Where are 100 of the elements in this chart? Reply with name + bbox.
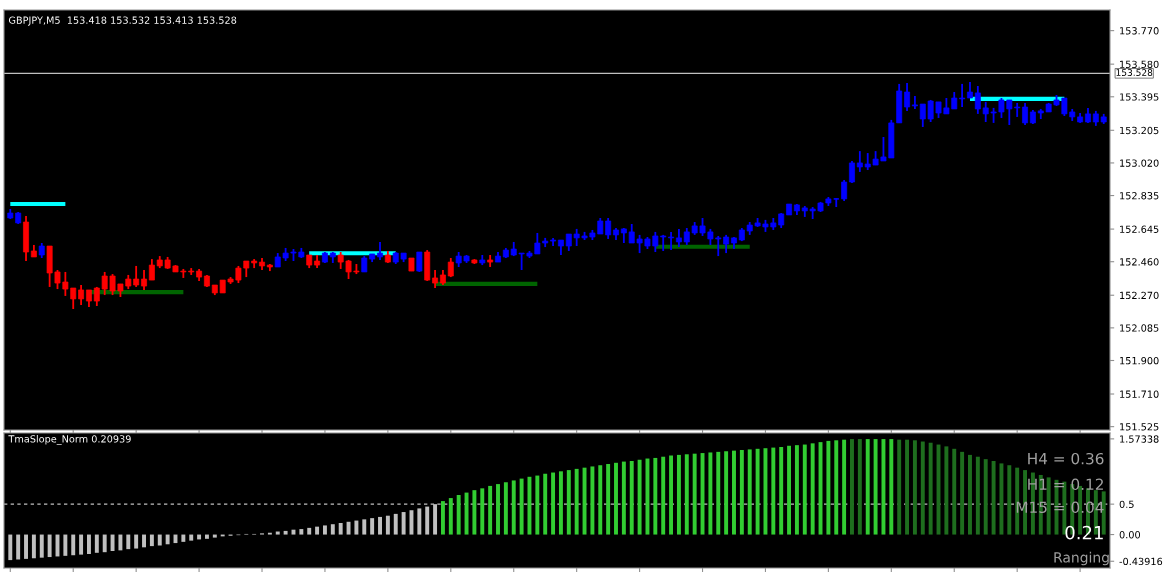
y-tick-label: 152.835 (1120, 192, 1159, 200)
y-tick-label: 153.205 (1120, 126, 1159, 135)
bar (330, 524, 335, 535)
bar (645, 458, 650, 535)
bar (669, 455, 674, 535)
bar (118, 534, 123, 551)
bar (417, 508, 422, 535)
bar (850, 439, 854, 535)
bar (590, 466, 595, 535)
candlestick (550, 236, 557, 247)
bar (692, 453, 697, 535)
y-tick-label: 0.00 (1119, 531, 1141, 539)
y-tick-label: 152.085 (1120, 324, 1159, 332)
bar (920, 441, 925, 535)
bar (637, 459, 642, 535)
bar (897, 439, 902, 535)
bar (716, 451, 721, 535)
bar (983, 459, 988, 535)
bar (810, 443, 815, 535)
bar (991, 460, 996, 535)
bar (94, 534, 99, 553)
bar (165, 534, 170, 545)
bar (354, 520, 359, 535)
bar (676, 454, 681, 535)
bar (905, 439, 910, 535)
bar (928, 442, 933, 535)
bar (157, 534, 162, 546)
bar (16, 534, 21, 560)
bar (661, 456, 666, 535)
bar (86, 534, 91, 555)
bar (614, 462, 618, 535)
y-tick-label: 152.270 (1120, 291, 1159, 300)
bar (338, 523, 343, 535)
bar (857, 439, 862, 535)
y-tick-label: 153.395 (1120, 93, 1159, 101)
bar (1046, 477, 1051, 535)
bar (378, 516, 382, 535)
bar (739, 450, 744, 535)
bar (142, 534, 146, 548)
bar (787, 445, 792, 535)
bar (763, 448, 768, 535)
bar (999, 463, 1004, 535)
bar (275, 531, 280, 535)
bar (952, 448, 957, 535)
bar (401, 512, 406, 535)
bar (779, 446, 784, 535)
y-tick-label: 1.57338 (1120, 435, 1159, 443)
bar (346, 521, 351, 535)
bar (126, 534, 131, 550)
bar (834, 440, 839, 535)
bar (960, 451, 965, 535)
candlestick (959, 83, 966, 108)
bar (385, 515, 390, 535)
candlestick (786, 203, 792, 216)
bar (842, 439, 847, 535)
bar (566, 470, 571, 535)
bar (606, 464, 611, 535)
bar (63, 534, 68, 556)
bar (653, 457, 658, 535)
bar (684, 454, 689, 535)
bar (8, 534, 13, 561)
chart-title: TmaSlope_Norm 0.20939 (8, 435, 131, 445)
bar (79, 534, 84, 555)
bar (448, 498, 453, 535)
bar (975, 456, 980, 535)
bar (149, 534, 154, 547)
bar (204, 534, 209, 539)
bar (393, 513, 398, 535)
bar (621, 461, 626, 535)
bar (708, 452, 713, 535)
bar (503, 482, 508, 535)
y-tick-label: 0.5 (1119, 500, 1134, 508)
bar (212, 534, 217, 538)
bar (944, 446, 949, 535)
bar (47, 534, 52, 558)
bar (519, 478, 524, 535)
bar (362, 519, 367, 535)
y-tick-label: 151.525 (1120, 423, 1159, 431)
bar (456, 495, 461, 535)
bar (873, 439, 878, 535)
bar (558, 471, 563, 535)
bar (574, 468, 579, 535)
bar (134, 534, 139, 549)
bar (1007, 465, 1012, 535)
bar (794, 445, 799, 535)
y-tick-label: 153.770 (1120, 27, 1159, 35)
bar (732, 450, 736, 535)
bar (543, 473, 548, 535)
y-tick-label: 151.900 (1120, 356, 1159, 365)
candlestick (479, 254, 486, 266)
bar (496, 484, 500, 535)
bar (724, 451, 729, 535)
annotation: H4 = 0.36 (1028, 452, 1104, 465)
bar (425, 506, 430, 535)
bar (912, 440, 917, 535)
bar (747, 449, 752, 535)
bar (71, 534, 76, 556)
candlestick (259, 257, 265, 271)
bar (535, 475, 540, 535)
candlestick (416, 251, 423, 273)
